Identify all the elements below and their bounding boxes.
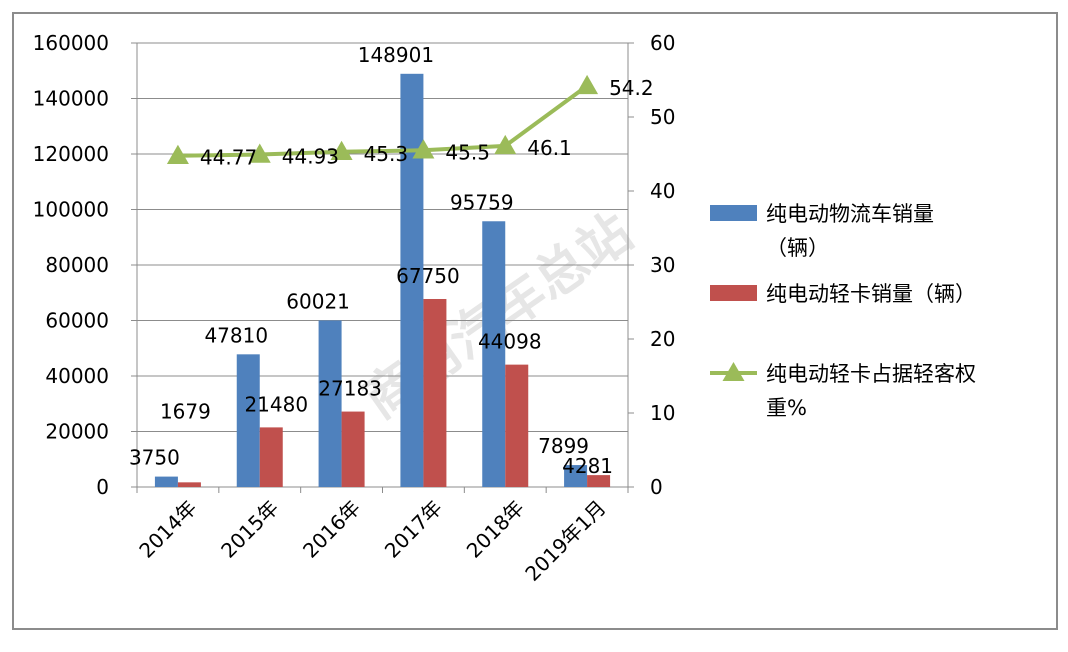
bar-light-truck: [341, 411, 365, 487]
line-point-marker: [494, 134, 517, 155]
right-axis-tick-label: 20: [650, 327, 675, 351]
line-point-marker: [412, 139, 435, 159]
line-data-label: 44.93: [282, 145, 339, 169]
line-point-marker: [248, 143, 271, 163]
bar-light-truck: [177, 482, 201, 487]
bar-data-label: 7899: [538, 434, 589, 458]
legend-label-continued: 重%: [766, 396, 807, 420]
right-axis-tick-label: 50: [650, 105, 675, 129]
right-axis-tick-label: 40: [650, 179, 675, 203]
bar-light-truck: [587, 475, 611, 487]
right-axis-tick-label: 60: [650, 31, 675, 55]
line-series: [166, 74, 599, 164]
left-axis-tick-label: 20000: [45, 420, 109, 444]
legend-swatch: [710, 285, 757, 301]
line-data-label: 54.2: [609, 76, 654, 100]
data-labels: 3750 47810 60021 148901 95759 7899 1679 21480 27…: [129, 43, 654, 478]
legend-label-continued: （辆）: [766, 236, 829, 260]
bar-data-label: 60021: [286, 289, 350, 313]
bar-data-label: 44098: [478, 330, 542, 354]
bar-data-label: 21480: [244, 392, 308, 416]
bar-logistics: [400, 73, 424, 487]
line-data-label: 45.5: [445, 140, 490, 164]
line-point-marker: [576, 74, 599, 95]
bar-logistics: [154, 476, 178, 487]
legend-swatch: [710, 205, 757, 221]
legend-marker: [722, 362, 745, 381]
right-axis-tick-label: 10: [650, 401, 675, 425]
right-axis-tick-label: 0: [650, 475, 663, 499]
bar-light-truck: [505, 364, 529, 487]
bar-logistics: [236, 354, 260, 487]
x-axis-category-label: 2016年: [298, 496, 365, 563]
legend-label: 纯电动轻卡占据轻客权: [766, 362, 976, 386]
bar-data-label: 148901: [358, 43, 434, 67]
left-axis-tick-label: 60000: [45, 309, 109, 333]
left-axis-tick-label: 120000: [33, 142, 109, 166]
bar-light-truck: [259, 427, 283, 487]
left-axis-tick-label: 0: [96, 475, 109, 499]
line-data-label: 44.77: [200, 146, 257, 170]
bar-logistics: [564, 465, 588, 487]
line-weight-series: [177, 84, 589, 158]
x-axis-category-label: 2017年: [380, 496, 447, 563]
bar-logistics: [482, 221, 506, 487]
bar-data-label: 95759: [450, 190, 514, 214]
line-point-marker: [166, 144, 189, 164]
bar-data-label: 47810: [204, 323, 268, 347]
legend-label: 纯电动轻卡销量（辆）: [766, 282, 976, 306]
left-axis-tick-label: 140000: [33, 87, 109, 111]
bar-data-label: 27183: [318, 377, 382, 401]
x-axis-category-label: 2018年: [462, 496, 529, 563]
right-axis-tick-label: 30: [650, 253, 675, 277]
bar-light-truck: [423, 298, 447, 487]
bar-logistics: [318, 320, 342, 487]
left-axis-tick-label: 160000: [33, 31, 109, 55]
bars: [154, 73, 611, 487]
left-axis-tick-label: 40000: [45, 364, 109, 388]
x-axis-category-label: 2014年: [134, 496, 201, 563]
x-axis-category-label: 2015年: [216, 496, 283, 563]
legend-label: 纯电动物流车销量: [766, 202, 934, 226]
line-data-label: 45.3: [364, 142, 409, 166]
x-axis-category-label: 2019年1月: [520, 496, 610, 586]
bar-data-label: 1679: [160, 399, 211, 423]
bar-data-label: 67750: [396, 264, 460, 288]
left-axis-tick-label: 80000: [45, 253, 109, 277]
axes: 0 20000 40000 60000 80000 100000 120000 140000 1…: [33, 31, 676, 586]
left-axis-tick-label: 100000: [33, 198, 109, 222]
line-point-marker: [330, 140, 353, 161]
bar-data-label: 3750: [129, 446, 180, 470]
bar-data-label: 4281: [562, 454, 613, 478]
line-data-label: 46.1: [527, 136, 572, 160]
